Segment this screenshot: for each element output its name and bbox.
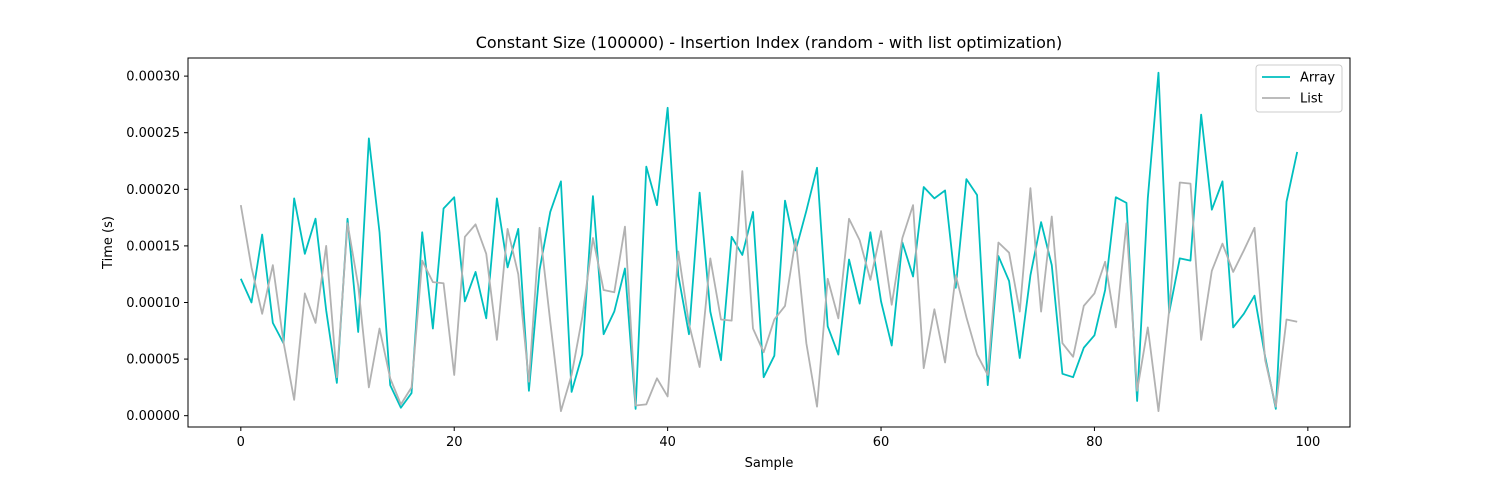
x-tick-label: 0 — [237, 435, 245, 450]
x-tick-label: 40 — [659, 435, 676, 450]
x-tick-label: 100 — [1295, 435, 1320, 450]
x-axis-title: Sample — [745, 456, 794, 471]
series-line-list — [239, 170, 1298, 413]
x-tick-label: 80 — [1086, 435, 1103, 450]
y-tick-label: 0.00010 — [126, 296, 180, 311]
y-tick-label: 0.00005 — [126, 353, 180, 368]
y-axis-title: Time (s) — [101, 216, 116, 270]
y-tick-label: 0.00000 — [126, 409, 180, 424]
plot-layer — [239, 71, 1299, 413]
chart-title: Constant Size (100000) - Insertion Index… — [476, 33, 1063, 52]
y-tick-label: 0.00020 — [126, 183, 180, 198]
x-axis: 0 20 40 60 80 100 — [237, 427, 1320, 450]
axes-frame — [187, 57, 1351, 428]
series-line-array — [239, 71, 1299, 410]
y-tick-label: 0.00030 — [126, 70, 180, 85]
y-axis: 0.00000 0.00005 0.00010 0.00015 0.00020 0.000… — [126, 70, 188, 424]
legend: Array List — [1255, 64, 1343, 113]
legend-label-array: Array — [1300, 71, 1335, 86]
x-tick-label: 20 — [446, 435, 463, 450]
x-tick-label: 60 — [873, 435, 890, 450]
y-tick-label: 0.00015 — [126, 239, 180, 254]
legend-label-list: List — [1300, 92, 1323, 107]
y-tick-label: 0.00025 — [126, 126, 180, 141]
